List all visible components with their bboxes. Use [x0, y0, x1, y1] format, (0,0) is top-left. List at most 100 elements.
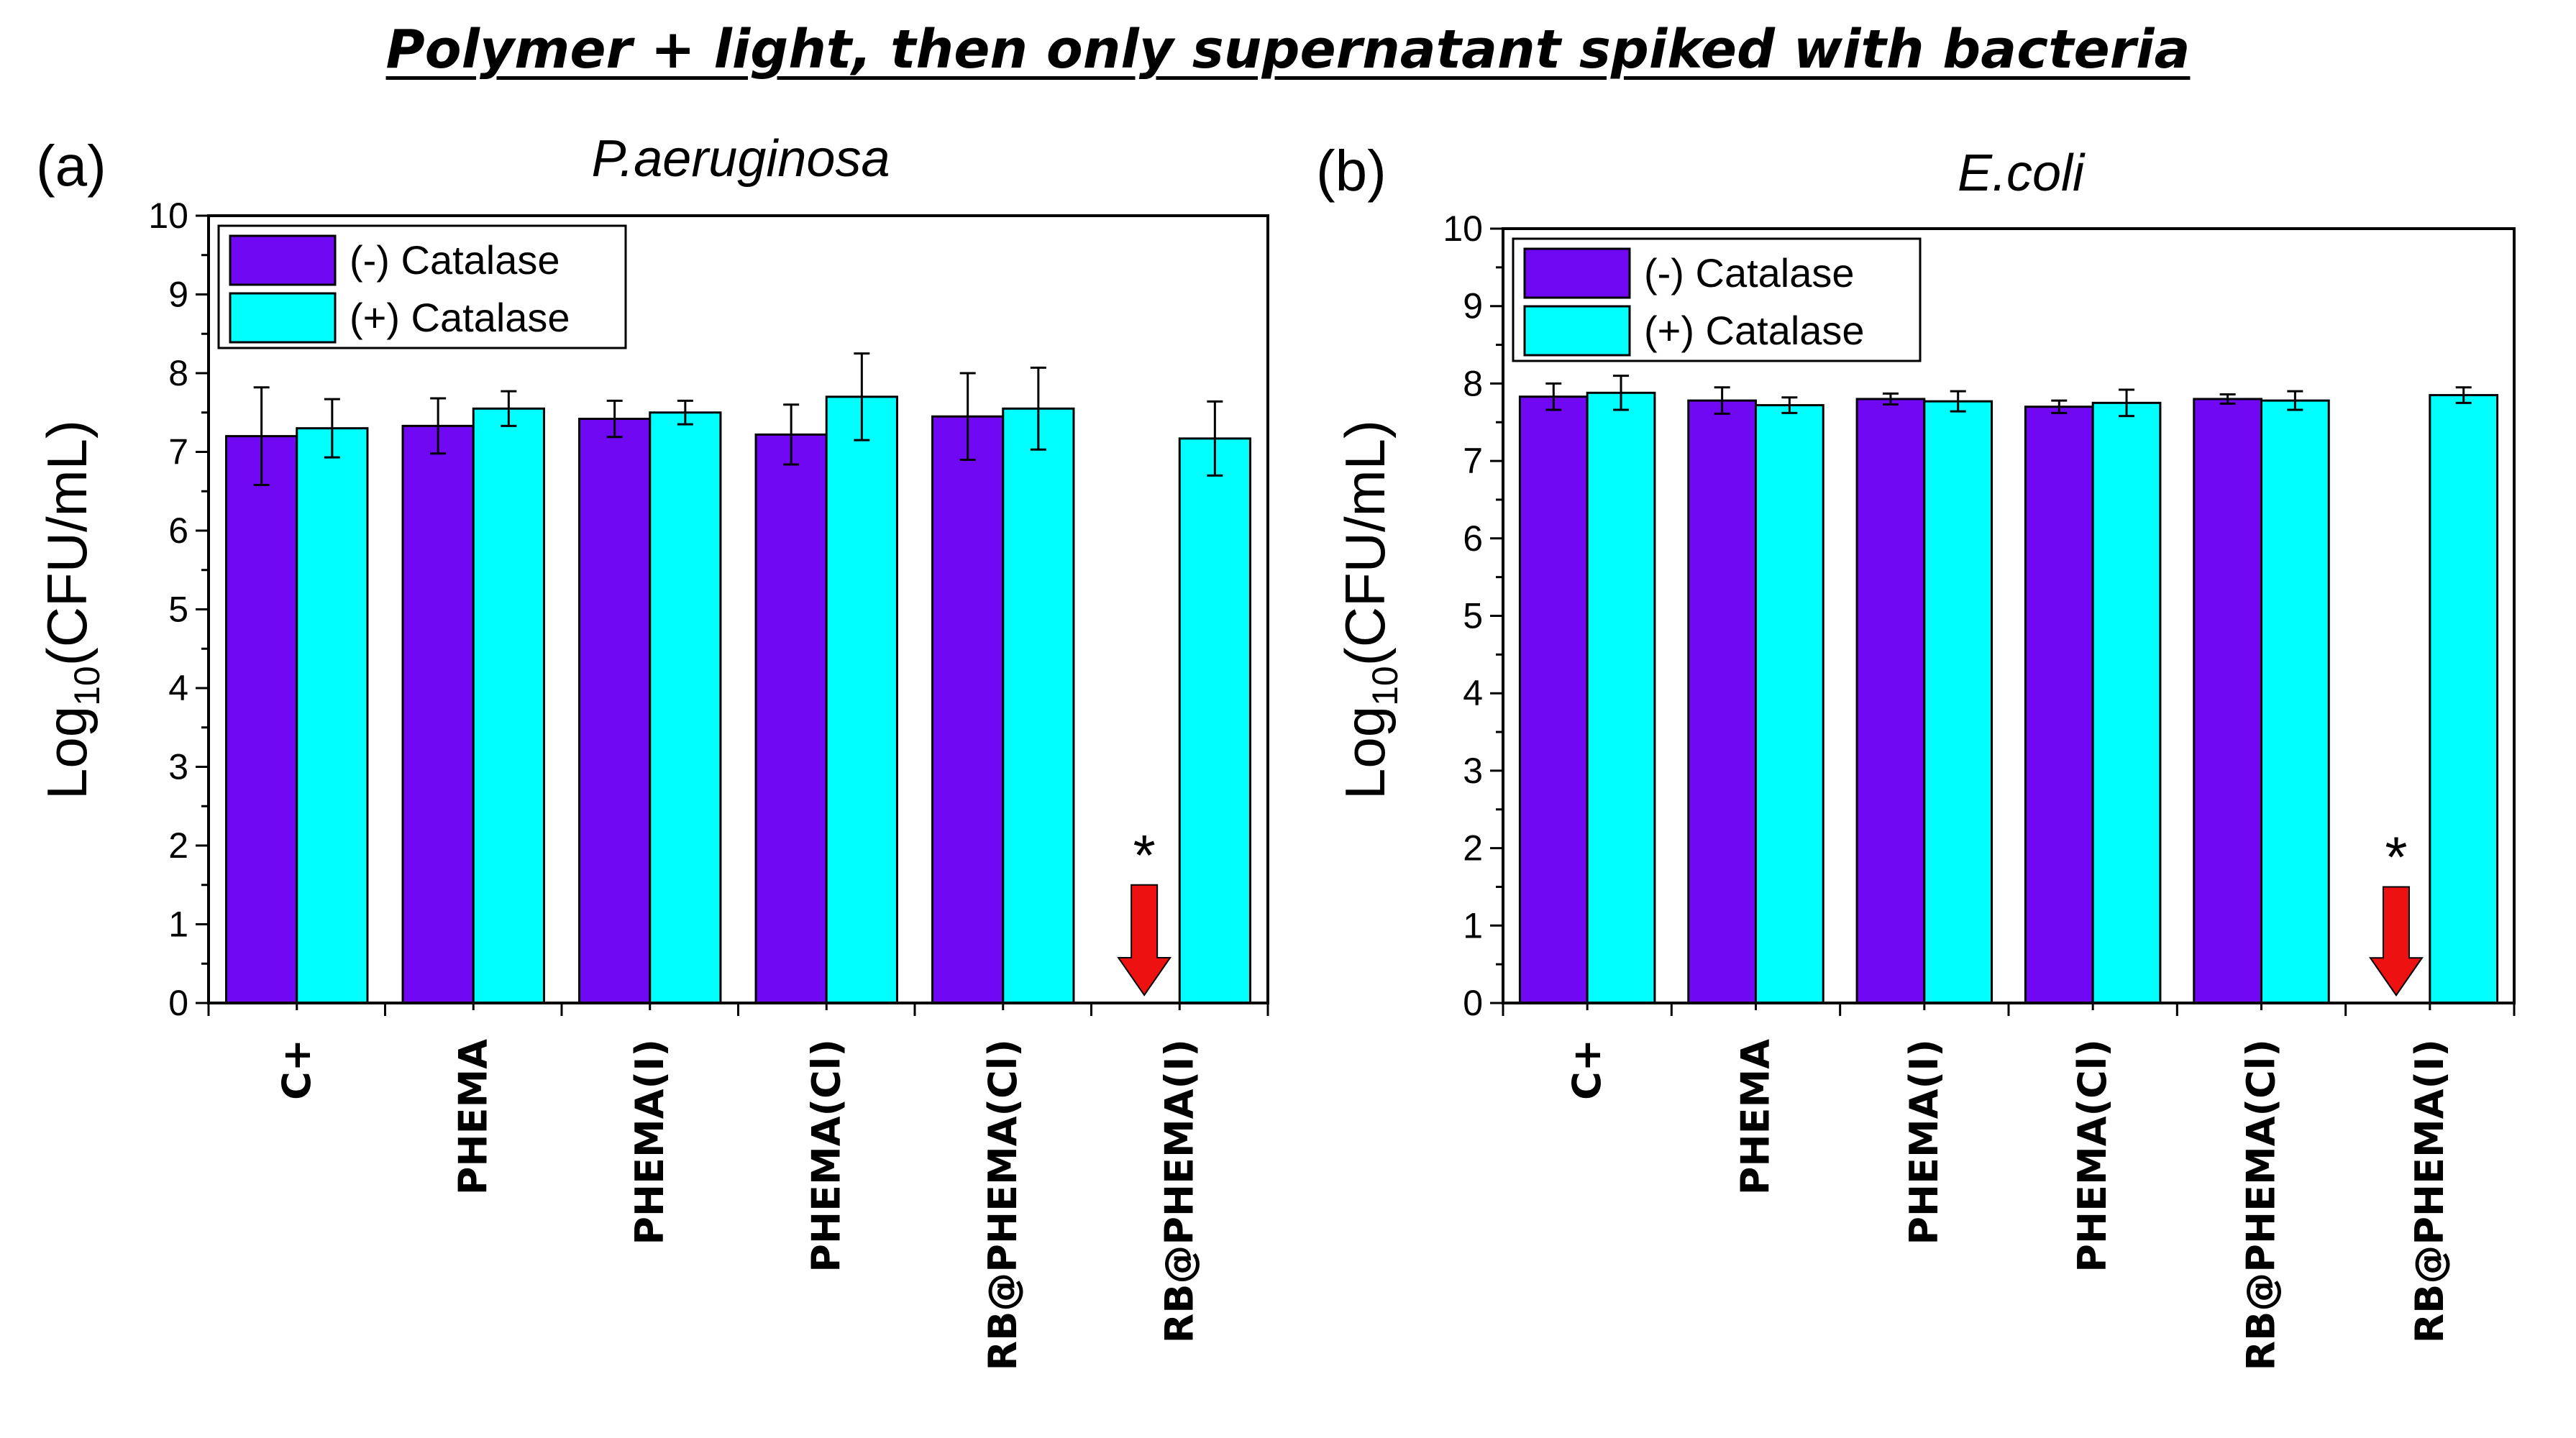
- y-tick-label: 5: [1463, 596, 1483, 636]
- error-bar: [1030, 366, 1046, 451]
- error-bar: [1950, 390, 1966, 413]
- y-axis-label-unit: (CFU/mL): [35, 420, 99, 666]
- bar: [2429, 394, 2499, 1004]
- error-bar: [1545, 382, 1562, 411]
- error-bar: [783, 403, 800, 466]
- y-axis-label: Log10(CFU/mL): [35, 420, 107, 800]
- y-tick-label: 10: [148, 196, 188, 236]
- x-tick-label: RB@PHEMA(I): [1156, 1039, 1202, 1343]
- significance-arrow: [2369, 886, 2424, 997]
- page-title: Polymer + light, then only supernatant s…: [385, 19, 2191, 81]
- panel-letter: (a): [36, 134, 106, 198]
- bar: [1855, 398, 1926, 1004]
- y-tick-label: 7: [168, 432, 188, 472]
- chart-panel-b: (b) E.coli * 0 1 2 3 4 5 6 7 8 9 10 C+ PHEMA PHEMA(I) PHE…: [1316, 139, 2516, 1370]
- legend-swatch: [1523, 247, 1631, 299]
- y-tick-label: 9: [1463, 286, 1483, 326]
- error-bar: [1882, 392, 1899, 406]
- x-tick-label: PHEMA: [1733, 1039, 1778, 1195]
- y-tick-label: 8: [168, 353, 188, 393]
- bar: [401, 424, 475, 1004]
- error-bar: [430, 397, 447, 455]
- x-tick-label: RB@PHEMA(Cl): [2239, 1039, 2284, 1370]
- legend-swatch: [229, 292, 337, 344]
- significance-asterisk: *: [2385, 825, 2407, 889]
- x-tick-label: C+: [274, 1039, 319, 1100]
- y-tick-label: 0: [168, 983, 188, 1023]
- error-bar: [2287, 390, 2303, 411]
- legend-swatch: [1523, 305, 1631, 357]
- x-tick-label: PHEMA: [450, 1039, 495, 1195]
- y-tick-label: 1: [1463, 905, 1483, 945]
- y-tick-label: 4: [168, 668, 188, 708]
- error-bar: [2219, 393, 2236, 405]
- y-tick-label: 5: [168, 590, 188, 630]
- bar: [2260, 399, 2330, 1004]
- x-tick-label: RB@PHEMA(Cl): [980, 1039, 1026, 1370]
- y-tick-label: 3: [1463, 751, 1483, 791]
- bar: [578, 418, 652, 1004]
- bar: [1586, 391, 1656, 1004]
- y-tick-label: 10: [1443, 209, 1483, 249]
- legend: (-) Catalase (+) Catalase: [1512, 237, 1922, 362]
- bar: [649, 411, 722, 1004]
- y-tick-label: 3: [168, 747, 188, 787]
- error-bar: [2119, 388, 2135, 418]
- chart-panel-a: (a) P.aeruginosa * 0 1 2 3 4 5 6 7 8 9 10 C+ PHEMA PHEMA…: [35, 130, 1269, 1370]
- y-axis-label-main: Log: [35, 706, 99, 800]
- y-tick-label: 1: [168, 905, 188, 945]
- bar: [1687, 399, 1757, 1004]
- x-tick-label: PHEMA(I): [1901, 1039, 1947, 1245]
- error-bar: [959, 372, 976, 461]
- x-tick-label: PHEMA(Cl): [803, 1039, 849, 1273]
- legend-label: (-) Catalase: [350, 237, 560, 283]
- error-bar: [854, 352, 870, 441]
- legend-label: (-) Catalase: [1644, 250, 1855, 296]
- significance-asterisk: *: [1133, 823, 1156, 887]
- legend-label: (+) Catalase: [350, 295, 570, 340]
- bar: [1518, 395, 1589, 1004]
- legend-swatch: [229, 234, 337, 286]
- legend: (-) Catalase (+) Catalase: [217, 224, 627, 349]
- error-bar: [677, 399, 693, 426]
- bar: [931, 415, 1005, 1004]
- y-tick-label: 9: [168, 275, 188, 315]
- y-axis-label-subscript: 10: [67, 666, 107, 706]
- error-bar: [1781, 396, 1798, 414]
- x-tick-label: PHEMA(I): [627, 1039, 672, 1245]
- bar: [825, 395, 898, 1004]
- y-tick-label: 7: [1463, 441, 1483, 481]
- error-bar: [2051, 399, 2068, 414]
- error-bar: [253, 386, 270, 486]
- error-bar: [606, 399, 623, 439]
- y-tick-label: 0: [1463, 983, 1483, 1023]
- chart-title: P.aeruginosa: [591, 130, 890, 188]
- x-tick-label: RB@PHEMA(I): [2407, 1039, 2452, 1343]
- y-tick-label: 6: [168, 510, 188, 551]
- bar: [1002, 407, 1075, 1004]
- panel-letter: (b): [1316, 139, 1387, 203]
- error-bar: [1207, 400, 1223, 477]
- bar: [1923, 400, 1993, 1004]
- y-axis-label-main: Log: [1333, 706, 1397, 800]
- y-tick-label: 8: [1463, 363, 1483, 403]
- y-tick-label: 4: [1463, 673, 1483, 713]
- bar: [1755, 404, 1824, 1004]
- x-tick-label: C+: [1564, 1039, 1609, 1100]
- bar: [2024, 406, 2094, 1004]
- bar: [2193, 398, 2262, 1004]
- y-tick-label: 2: [1463, 828, 1483, 869]
- x-tick-label: PHEMA(Cl): [2070, 1039, 2115, 1273]
- error-bar: [501, 390, 517, 427]
- y-tick-label: 2: [168, 825, 188, 866]
- bar: [754, 433, 828, 1004]
- bar: [472, 407, 545, 1004]
- error-bar: [2455, 386, 2472, 404]
- legend-label: (+) Catalase: [1644, 308, 1865, 353]
- bar: [225, 435, 298, 1004]
- bar: [1178, 437, 1251, 1004]
- y-axis-label: Log10(CFU/mL): [1333, 420, 1405, 800]
- error-bar: [324, 398, 340, 459]
- significance-arrow: [1117, 884, 1172, 997]
